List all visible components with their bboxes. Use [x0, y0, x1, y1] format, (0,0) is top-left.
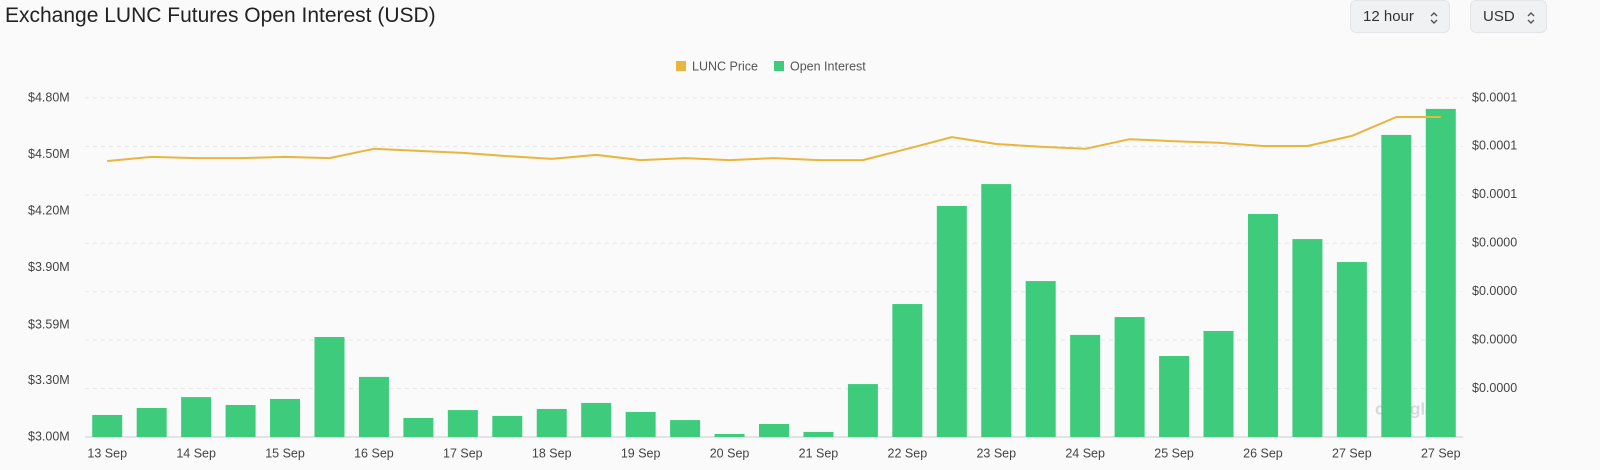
y-tick-label: $4.80M [28, 90, 70, 104]
x-tick-label: 13 Sep [87, 446, 127, 460]
x-tick-label: 22 Sep [888, 446, 928, 460]
bar [1114, 317, 1145, 437]
bar [403, 417, 434, 437]
legend-label: LUNC Price [692, 59, 758, 73]
x-tick-label: 15 Sep [265, 446, 305, 460]
bar [1159, 356, 1190, 437]
x-tick-label: 26 Sep [1243, 446, 1283, 460]
bar [270, 398, 301, 437]
bar [92, 414, 123, 437]
x-tick-label: 25 Sep [1154, 446, 1194, 460]
bar [492, 415, 523, 437]
bar [759, 424, 789, 437]
bar [803, 431, 834, 437]
bar [892, 304, 923, 437]
bar [1381, 134, 1412, 437]
bar [936, 205, 967, 437]
bar [1292, 239, 1323, 437]
watermark: coinglass [1375, 399, 1453, 418]
currency-select[interactable]: USD [1470, 0, 1547, 33]
bar [1203, 330, 1234, 437]
x-tick-label: 23 Sep [976, 446, 1016, 460]
interval-label: 12 hour [1363, 8, 1414, 25]
y2-tick-label: $0.0000 [1472, 284, 1517, 298]
bar [1025, 281, 1056, 437]
bar [625, 411, 656, 437]
bar [847, 384, 878, 437]
y2-tick-label: $0.0001 [1472, 139, 1517, 153]
bar [181, 397, 212, 437]
legend-label: Open Interest [790, 59, 866, 73]
bar [225, 404, 256, 437]
y-tick-label: $3.00M [28, 429, 70, 443]
x-tick-label: 27 Sep [1421, 446, 1461, 460]
page-title: Exchange LUNC Futures Open Interest (USD… [5, 4, 436, 27]
y-tick-label: $4.50M [28, 147, 70, 161]
y2-tick-label: $0.0000 [1472, 381, 1517, 395]
y-tick-label: $3.90M [28, 260, 70, 274]
y2-tick-label: $0.0001 [1472, 90, 1517, 104]
y-tick-label: $3.30M [28, 373, 70, 387]
y-tick-label: $3.59M [28, 317, 70, 331]
bar [358, 376, 389, 437]
x-tick-label: 16 Sep [354, 446, 394, 460]
x-tick-label: 18 Sep [532, 446, 572, 460]
interval-select[interactable]: 12 hour [1350, 0, 1450, 33]
currency-label: USD [1483, 8, 1515, 25]
price-line [107, 116, 1441, 162]
bar [581, 402, 612, 437]
legend-swatch [774, 61, 784, 71]
y2-tick-label: $0.0000 [1472, 236, 1517, 250]
x-tick-label: 24 Sep [1065, 446, 1105, 460]
chevron [1527, 12, 1535, 24]
x-tick-label: 14 Sep [176, 446, 216, 460]
bar [1425, 108, 1456, 437]
x-tick-label: 20 Sep [710, 446, 750, 460]
bar [1336, 262, 1367, 437]
legend-swatch [676, 61, 686, 71]
bar [314, 336, 345, 437]
y2-tick-label: $0.0001 [1472, 187, 1517, 201]
x-tick-label: 21 Sep [799, 446, 839, 460]
bar [536, 408, 567, 437]
bar [714, 433, 745, 437]
y-tick-label: $4.20M [28, 203, 70, 217]
bar [670, 420, 701, 437]
bar [1070, 334, 1101, 437]
x-tick-label: 17 Sep [443, 446, 483, 460]
chevron [1430, 12, 1438, 24]
x-tick-label: 27 Sep [1332, 446, 1372, 460]
x-tick-label: 19 Sep [621, 446, 661, 460]
bar [136, 407, 167, 437]
bar [981, 184, 1012, 437]
bar [1247, 214, 1278, 437]
y2-tick-label: $0.0000 [1472, 332, 1517, 346]
bar [447, 410, 478, 437]
